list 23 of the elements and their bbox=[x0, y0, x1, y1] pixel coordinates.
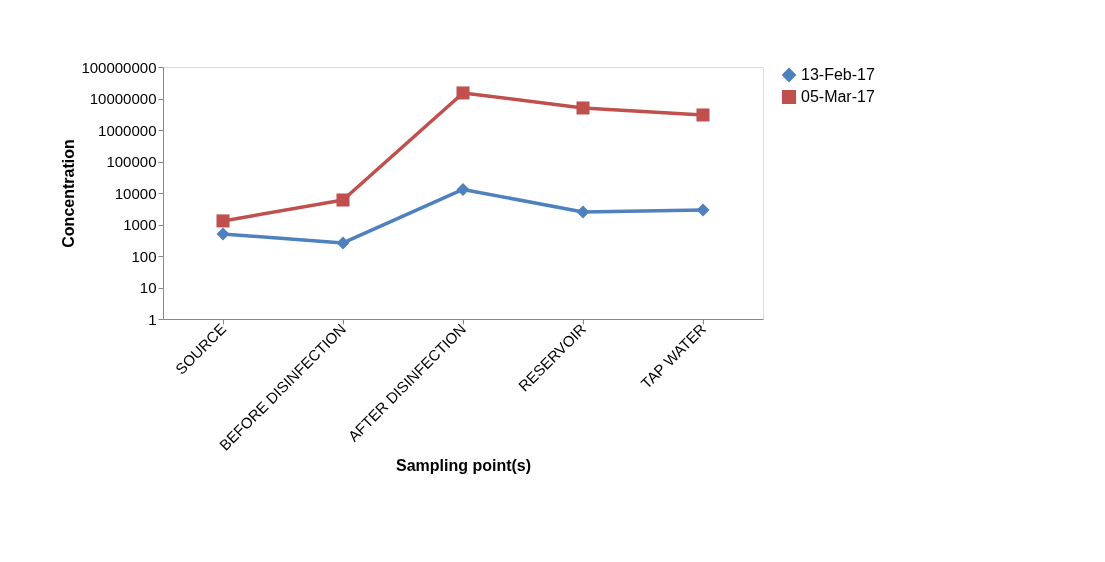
y-axis-title: Concentration bbox=[60, 139, 78, 248]
point bbox=[336, 236, 350, 250]
y-tick-label: 1000 bbox=[123, 216, 157, 233]
y-tick-label: 100000 bbox=[106, 153, 157, 170]
y-tick-label: 10000000 bbox=[89, 90, 157, 107]
point bbox=[216, 214, 230, 228]
y-tick-label: 100000000 bbox=[81, 58, 157, 76]
y-tick-label: 100 bbox=[131, 247, 157, 265]
point bbox=[696, 108, 710, 122]
x-axis-title: Sampling point(s) bbox=[395, 456, 532, 474]
point bbox=[696, 203, 710, 217]
point bbox=[456, 86, 470, 100]
point bbox=[336, 193, 350, 207]
y-tick-label: 1 bbox=[148, 310, 157, 328]
point bbox=[576, 101, 590, 115]
legend-label: 13-Feb-17 bbox=[801, 66, 875, 83]
y-tick-label: 1000000 bbox=[98, 121, 157, 139]
point bbox=[216, 227, 230, 241]
y-tick-label: 10000 bbox=[114, 184, 157, 202]
legend-label: 05-Mar-17 bbox=[801, 88, 875, 105]
y-tick-label: 10 bbox=[139, 279, 157, 296]
point bbox=[456, 182, 470, 196]
point bbox=[576, 205, 590, 219]
